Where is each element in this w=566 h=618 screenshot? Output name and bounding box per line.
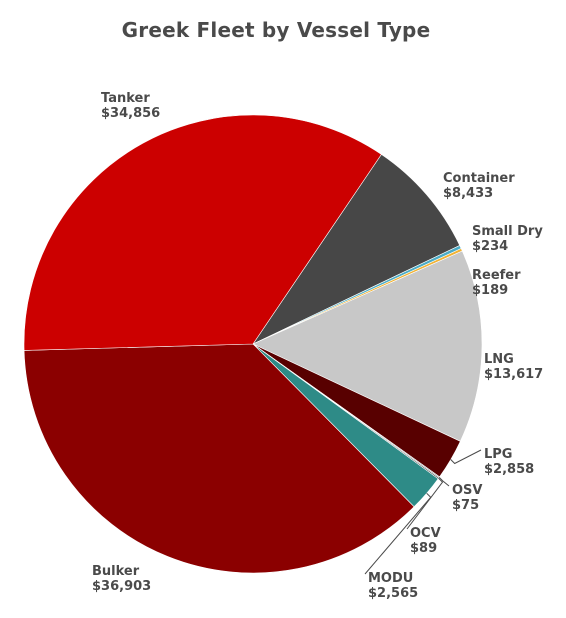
slice-labels: Container $8,433 Small Dry $234 Reefer $189 LN… [92, 91, 543, 601]
slice-label-modu: MODU $2,565 [368, 571, 418, 601]
slice-label-ocv: OCV $89 [410, 526, 441, 556]
slice-label-small-dry: Small Dry $234 [472, 224, 543, 254]
slice-label-tanker: Tanker $34,856 [101, 91, 160, 121]
chart-title: Greek Fleet by Vessel Type [121, 18, 431, 42]
pie-slice-container [252, 153, 461, 345]
slice-label-lng: LNG $13,617 [484, 352, 543, 382]
leader-lines [364, 449, 482, 575]
leader-line-lpg [450, 449, 482, 465]
leader-line-ocv [406, 477, 444, 530]
slice-label-osv: OSV $75 [452, 483, 482, 513]
pie-slice-tanker [23, 114, 382, 351]
slice-label-bulker: Bulker $36,903 [92, 564, 151, 594]
pie-slices [23, 114, 483, 574]
pie-slice-lng [252, 250, 483, 442]
slice-label-lpg: LPG $2,858 [484, 447, 534, 477]
pie-slice-bulker [23, 343, 415, 574]
slice-label-reefer: Reefer $189 [472, 268, 521, 298]
slice-label-container: Container $8,433 [443, 171, 515, 201]
leader-line-osv [438, 476, 450, 487]
leader-line-modu [364, 492, 432, 575]
